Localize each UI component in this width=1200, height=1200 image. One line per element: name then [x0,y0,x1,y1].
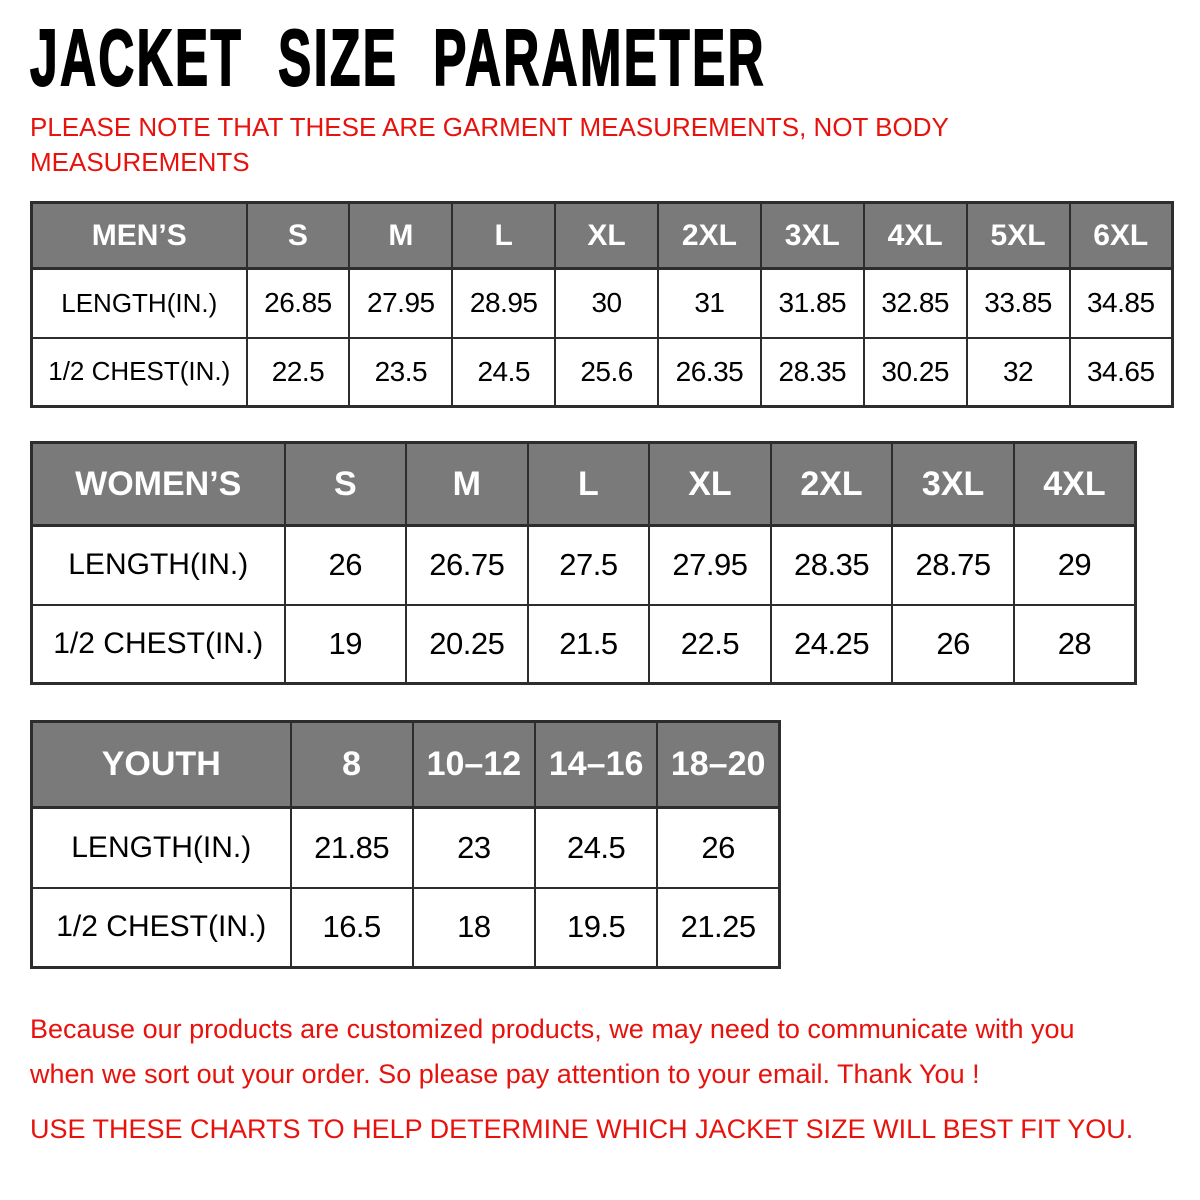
measurement-value-cell: 34.85 [1068,267,1174,339]
size-column-header: 3XL [759,201,865,270]
measurement-row: LENGTH(IN.) 21.85 23 24.5 26 [30,806,781,889]
measurement-value-cell: 30.25 [862,336,968,408]
measurement-value-cell: 27.95 [648,524,772,606]
measurement-row: 1/2 CHEST(IN.) 22.5 23.5 24.5 25.6 26.35 28.35… [30,336,1174,408]
measurement-value-cell: 23 [411,806,537,889]
measurement-value-cell: 26 [656,806,781,889]
measurement-value-cell: 31.85 [759,267,865,339]
measurement-row: 1/2 CHEST(IN.) 16.5 18 19.5 21.25 [30,886,781,969]
size-column-header: 3XL [891,441,1015,527]
youth-size-table: YOUTH 8 10–12 14–16 18–20 LENGTH(IN.) 21.85 23 2… [30,720,781,969]
size-column-header: M [348,201,454,270]
measurement-value-cell: 22.5 [245,336,351,408]
measurement-row: LENGTH(IN.) 26 26.75 27.5 27.95 28.35 28.75 29 [30,524,1137,606]
size-column-header: 10–12 [411,720,537,809]
measurement-value-cell: 26 [891,603,1015,685]
garment-measurement-note-line2: MEASUREMENTS [30,147,250,177]
size-column-header: XL [554,201,659,270]
measurement-value-cell: 20.25 [405,603,529,685]
measurement-value-cell: 25.6 [554,336,659,408]
measurement-row-label: LENGTH(IN.) [30,267,248,339]
size-column-header: 2XL [769,441,894,527]
measurement-value-cell: 28.35 [759,336,865,408]
measurement-value-cell: 32.85 [862,267,968,339]
customized-products-note-line2: when we sort out your order. So please p… [30,1059,980,1089]
measurement-row: 1/2 CHEST(IN.) 19 20.25 21.5 22.5 24.25 26 28 [30,603,1137,685]
measurement-value-cell: 21.85 [289,806,414,889]
measurement-value-cell: 28.35 [769,524,894,606]
measurement-value-cell: 27.95 [348,267,454,339]
measurement-value-cell: 27.5 [526,524,651,606]
measurement-value-cell: 21.25 [656,886,781,969]
measurement-row: LENGTH(IN.) 26.85 27.95 28.95 30 31 31.85 32.85… [30,267,1174,339]
measurement-value-cell: 28.95 [451,267,557,339]
measurement-value-cell: 18 [411,886,537,969]
measurement-value-cell: 28 [1012,603,1137,685]
measurement-row-label: LENGTH(IN.) [30,806,292,889]
size-column-header: L [526,441,651,527]
womens-group-label: WOMEN’S [30,441,286,527]
size-column-header: 8 [289,720,414,809]
measurement-value-cell: 26.75 [405,524,529,606]
page-title: JACKET SIZE PARAMETER [29,13,766,102]
customized-products-note: Because our products are customized prod… [30,1007,1200,1097]
size-column-header: 14–16 [533,720,659,809]
measurement-value-cell: 26.35 [657,336,762,408]
womens-size-table: WOMEN’S S M L XL 2XL 3XL 4XL LENGTH(IN.) 26 26.75 2… [30,441,1137,685]
measurement-value-cell: 32 [965,336,1071,408]
size-column-header: 6XL [1068,201,1174,270]
size-column-header: 4XL [1012,441,1137,527]
garment-measurement-note: PLEASE NOTE THAT THESE ARE GARMENT MEASU… [30,110,1200,180]
measurement-value-cell: 29 [1012,524,1137,606]
size-column-header: 5XL [965,201,1071,270]
measurement-value-cell: 26.85 [245,267,351,339]
measurement-value-cell: 21.5 [526,603,651,685]
measurement-value-cell: 33.85 [965,267,1071,339]
measurement-value-cell: 24.25 [769,603,894,685]
measurement-value-cell: 19.5 [533,886,659,969]
measurement-value-cell: 16.5 [289,886,414,969]
measurement-value-cell: 31 [657,267,762,339]
mens-size-table: MEN’S S M L XL 2XL 3XL 4XL 5XL 6XL LENGTH(IN.) 26.8… [30,201,1174,408]
measurement-value-cell: 28.75 [891,524,1015,606]
measurement-row-label: 1/2 CHEST(IN.) [30,886,292,969]
size-column-header: M [405,441,529,527]
youth-group-label: YOUTH [30,720,292,809]
measurement-value-cell: 22.5 [648,603,772,685]
garment-measurement-note-line1: PLEASE NOTE THAT THESE ARE GARMENT MEASU… [30,112,949,142]
measurement-value-cell: 23.5 [348,336,454,408]
customized-products-note-line1: Because our products are customized prod… [30,1014,1075,1044]
size-column-header: L [451,201,557,270]
measurement-row-label: 1/2 CHEST(IN.) [30,336,248,408]
youth-header-row: YOUTH 8 10–12 14–16 18–20 [30,720,781,809]
measurement-value-cell: 34.65 [1068,336,1174,408]
size-column-header: 18–20 [656,720,781,809]
size-column-header: S [283,441,408,527]
mens-header-row: MEN’S S M L XL 2XL 3XL 4XL 5XL 6XL [30,201,1174,270]
size-column-header: S [245,201,351,270]
measurement-value-cell: 26 [283,524,408,606]
mens-group-label: MEN’S [30,201,248,270]
measurement-value-cell: 24.5 [451,336,557,408]
measurement-value-cell: 19 [283,603,408,685]
measurement-value-cell: 30 [554,267,659,339]
size-column-header: 2XL [657,201,762,270]
womens-header-row: WOMEN’S S M L XL 2XL 3XL 4XL [30,441,1137,527]
measurement-value-cell: 24.5 [533,806,659,889]
size-column-header: 4XL [862,201,968,270]
size-column-header: XL [648,441,772,527]
measurement-row-label: LENGTH(IN.) [30,524,286,606]
measurement-row-label: 1/2 CHEST(IN.) [30,603,286,685]
usage-note: USE THESE CHARTS TO HELP DETERMINE WHICH… [30,1114,1134,1144]
